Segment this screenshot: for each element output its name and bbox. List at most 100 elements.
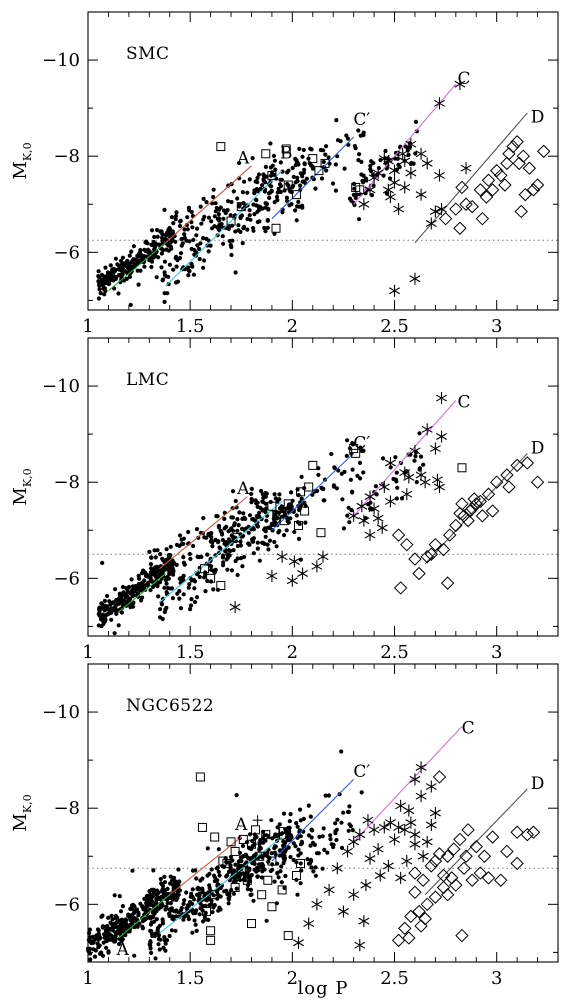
x-tick-label: 3: [491, 968, 502, 989]
diamond-point: [461, 823, 475, 837]
dot-point: [278, 177, 283, 182]
dot-point: [227, 539, 232, 544]
dot-point: [334, 827, 339, 832]
dot-point: [221, 241, 226, 246]
dot-point: [152, 548, 157, 553]
dot-point: [131, 911, 136, 916]
dot-point: [219, 221, 224, 227]
dot-point: [209, 531, 214, 536]
dot-point: [247, 177, 252, 182]
dot-point: [157, 947, 162, 952]
dot-point: [209, 898, 214, 903]
dot-point: [278, 183, 284, 189]
diamond-point: [424, 547, 439, 561]
dot-point: [125, 262, 130, 267]
dot-point: [159, 229, 164, 234]
dot-point: [178, 606, 184, 611]
star-point: [409, 444, 421, 457]
star-stroke: [348, 838, 360, 846]
dot-point: [258, 186, 263, 192]
dot-point: [287, 829, 292, 834]
diamond-point: [473, 494, 488, 509]
diamond-point: [467, 492, 481, 506]
dot-point: [369, 193, 375, 198]
dot-point: [289, 490, 294, 495]
star-point: [378, 481, 390, 493]
star-point: [399, 466, 411, 479]
star-point: [417, 850, 429, 863]
star-stroke: [378, 155, 390, 163]
dot-point: [148, 940, 153, 945]
plus-point: [252, 815, 263, 826]
dot-point: [181, 901, 186, 907]
dot-point: [140, 924, 145, 929]
dot-point: [159, 265, 164, 270]
dot-point: [134, 257, 139, 262]
square-point: [291, 870, 301, 880]
dot-point: [266, 547, 271, 552]
dot-point: [409, 161, 414, 166]
dot-point: [190, 225, 195, 230]
square-point: [296, 487, 306, 497]
diamond-point: [485, 830, 500, 844]
diamond-point: [442, 528, 457, 542]
diamond-point: [475, 211, 490, 226]
dot-point: [188, 607, 193, 612]
diamond-point: [428, 854, 443, 868]
dot-point: [253, 498, 258, 503]
diamond-point: [475, 509, 490, 523]
dot-point: [240, 516, 245, 522]
dot-point: [246, 541, 251, 546]
dot-point: [185, 215, 190, 220]
x-tick-label: 1: [82, 642, 93, 663]
dot-point: [195, 226, 200, 231]
star-point: [362, 814, 374, 827]
diamond-point: [465, 199, 479, 214]
dot-point: [271, 153, 276, 158]
dot-point: [313, 873, 318, 878]
dot-point: [180, 241, 185, 246]
dot-point: [346, 505, 351, 510]
star-point: [403, 471, 415, 484]
diamond-point: [518, 187, 533, 202]
dot-point: [168, 240, 173, 245]
dot-point: [205, 552, 210, 557]
dot-point: [295, 175, 300, 180]
star-point: [429, 442, 441, 455]
dot-point: [235, 572, 240, 578]
dot-point: [188, 603, 194, 608]
x-tick-label: 1.5: [176, 968, 205, 989]
dot-point: [198, 901, 203, 906]
dot-point: [114, 598, 119, 603]
dot-point: [347, 804, 352, 809]
star-stroke: [403, 473, 415, 481]
dot-point: [334, 118, 339, 123]
dot-point: [187, 269, 192, 274]
x-tick-label: 2: [287, 642, 298, 663]
dot-point: [122, 278, 127, 283]
dot-point: [240, 241, 245, 246]
x-axis-label: log P: [298, 978, 349, 999]
star-point: [434, 481, 445, 493]
dot-point: [249, 847, 254, 852]
star-stroke: [399, 157, 411, 165]
diamond-point: [465, 873, 479, 887]
star-stroke: [429, 207, 441, 215]
star-point: [354, 828, 366, 841]
square-point: [304, 482, 314, 492]
dot-point: [146, 901, 151, 906]
star-point: [358, 198, 370, 211]
dot-point: [196, 887, 201, 892]
dot-point: [181, 592, 186, 597]
dot-point: [126, 912, 131, 917]
dot-point: [421, 462, 426, 467]
dot-point: [219, 529, 224, 534]
dot-point: [223, 540, 228, 545]
dot-point: [162, 259, 168, 264]
fit-line-a: [165, 165, 252, 244]
square-point: [283, 931, 293, 941]
star-stroke: [311, 562, 323, 570]
dot-point: [151, 887, 156, 892]
dot-point: [226, 199, 231, 204]
sequence-label: A: [236, 148, 250, 168]
